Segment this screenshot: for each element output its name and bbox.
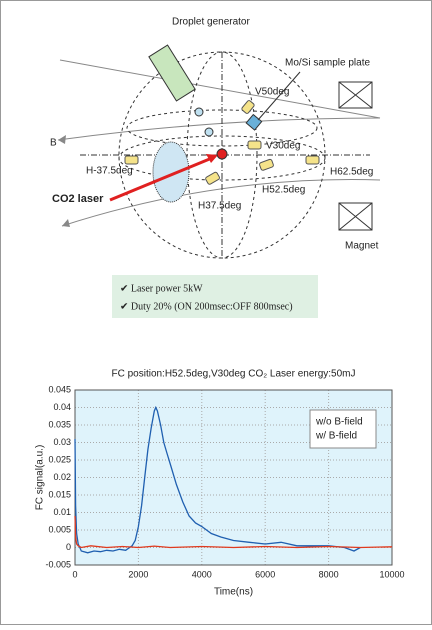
magnet-cross [338,202,373,231]
y-axis-title: FC signal(a.u.) [35,445,46,511]
diagram-label: CO2 laser [52,193,104,205]
legend-box [309,409,377,449]
x-tick-label: 6000 [255,569,275,579]
x-tick-label: 0 [72,569,77,579]
y-tick-label: 0.015 [48,489,71,499]
field-line [59,59,381,119]
latitude [126,109,318,147]
y-tick-label: 0 [66,542,71,552]
chart: FC position:H52.5deg,V30deg CO₂ Laser en… [35,369,405,598]
detector [305,155,320,165]
droplet-generator [148,44,196,102]
x-tick-label: 2000 [128,569,148,579]
x-axis-title: Time(ns) [214,587,253,598]
laser-beam [109,156,213,202]
diagram-label: H-37.5deg [86,166,133,177]
arrow-head [206,154,218,163]
diagram-label: V50deg [255,87,289,98]
detector [124,155,139,165]
magnet [338,81,373,109]
field-line [61,179,381,227]
data-line [74,515,393,549]
diagram-label: B [50,138,57,149]
diagram-label: H52.5deg [262,185,305,196]
y-tick-label: 0.005 [48,524,71,534]
x-tick-label: 10000 [379,569,404,579]
magnet [338,202,373,231]
notes-box [112,275,318,318]
droplet [194,107,204,117]
diagram-label: Mo/Si sample plate [285,58,370,69]
note: ✔ Laser power 5kW [120,283,203,294]
arrow-head [62,219,70,227]
field-line [57,117,381,141]
y-tick-label: -0.005 [45,559,71,569]
y-tick-label: 0.035 [48,419,71,429]
legend-entry: w/ B-field [315,431,357,442]
plasma [216,148,228,160]
detector [247,140,262,150]
detector [259,158,274,171]
diagram [57,44,381,259]
y-tick-label: 0.01 [53,507,71,517]
y-tick-label: 0.02 [53,472,71,482]
y-tick-label: 0.025 [48,454,71,464]
note: ✔ Duty 20% (ON 200msec:OFF 800msec) [120,301,293,312]
detector [241,100,255,114]
droplet [204,127,214,137]
equator [118,135,326,181]
arrow-head [58,135,66,144]
data-line [74,405,361,554]
y-tick-label: 0.03 [53,437,71,447]
diagram-label: Magnet [345,241,379,252]
diagram-label: Droplet generator [172,17,250,28]
target-region [152,141,190,203]
x-tick-label: 8000 [319,569,339,579]
diagram-label: V30deg [266,141,300,152]
y-tick-label: 0.045 [48,384,71,394]
diagram-label: H37.5deg [198,201,241,212]
diagram-label: H62.5deg [330,167,373,178]
legend-entry: w/o B-field [315,417,363,428]
chart-title: FC position:H52.5deg,V30deg CO₂ Laser en… [111,369,355,380]
y-tick-label: 0.04 [53,402,71,412]
leader [257,71,301,121]
x-tick-label: 4000 [192,569,212,579]
sample-plate [245,113,263,131]
magnet-cross [338,81,373,109]
detector [205,171,220,185]
